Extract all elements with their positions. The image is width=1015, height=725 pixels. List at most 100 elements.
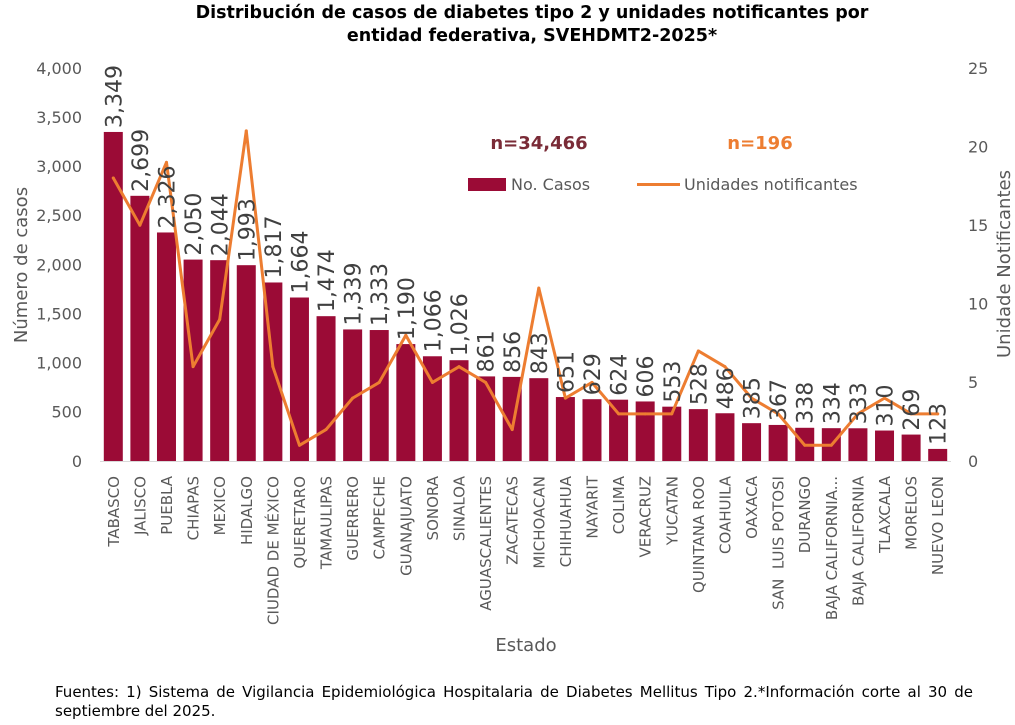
y-axis-title-right: Unidade Notificantes [994, 170, 1015, 358]
bar-guanajuato [396, 344, 416, 461]
x-tick-label: GUANAJUATO [397, 476, 415, 576]
bar-value-label: 310 [874, 385, 899, 427]
y-tick-label-right: 25 [968, 59, 988, 78]
bar-value-label: 1,066 [421, 289, 446, 352]
legend-label-casos: No. Casos [511, 175, 590, 194]
bar-value-label: 1,333 [368, 263, 393, 326]
bar-nayarit [582, 399, 602, 461]
chart-title-line-1: Distribución de casos de diabetes tipo 2… [196, 3, 869, 23]
x-tick-label: SINALOA [451, 475, 469, 541]
bar-value-label: 624 [608, 354, 633, 396]
chart-title-line-2: entidad federativa, SVEHDMT2-2025* [347, 26, 717, 46]
y-tick-label-right: 20 [968, 137, 988, 156]
bar-morelos [901, 434, 921, 461]
unidades-point-colima [617, 412, 621, 416]
x-tick-label: SONORA [424, 475, 442, 540]
bar-campeche [369, 330, 389, 461]
bar-value-label: 843 [528, 332, 553, 374]
bar-aguascalientes [476, 376, 496, 461]
bar-oaxaca [742, 423, 762, 461]
bar-guerrero [343, 329, 363, 461]
x-tick-label: TABASCO [105, 476, 123, 548]
y-tick-label-left: 500 [51, 403, 82, 422]
bar-michoacan [529, 378, 549, 461]
unidades-point-puebla [164, 160, 168, 164]
source-footnote: Fuentes: 1) Sistema de Vigilancia Epidem… [55, 683, 973, 720]
bar-value-label: 385 [741, 377, 766, 419]
chart-title: Distribución de casos de diabetes tipo 2… [196, 3, 869, 46]
legend-label-unidades: Unidades notificantes [684, 175, 858, 194]
unidades-point-campeche [377, 380, 381, 384]
bar-coahuila [715, 413, 735, 461]
bar-tlaxcala [875, 430, 895, 461]
bar-hidalgo [236, 265, 256, 461]
bar-value-label: 2,050 [182, 193, 207, 256]
bar-value-label: 269 [900, 389, 925, 431]
unidades-point-chihuahua [563, 396, 567, 400]
bar-value-label: 334 [820, 382, 845, 424]
x-tick-label: MICHOACAN [530, 476, 548, 569]
legend: No. Casos Unidades notificantes [468, 175, 858, 194]
bar-value-label: 367 [767, 379, 792, 421]
unidades-point-guerrero [351, 396, 355, 400]
y-tick-label-left: 1,000 [36, 354, 82, 373]
bar-jalisco [130, 195, 150, 461]
bar-value-label: 553 [661, 361, 686, 403]
y-tick-label-left: 3,000 [36, 157, 82, 176]
unidades-point-veracruz [643, 412, 647, 416]
unidades-point-aguascalientes [484, 380, 488, 384]
bar-queretaro [289, 297, 309, 461]
unidades-point-quintana-roo [696, 349, 700, 353]
bar-chihuahua [555, 397, 575, 461]
unidades-point-zacatecas [510, 428, 514, 432]
unidades-point-tamaulipas [324, 428, 328, 432]
annotation-total-casos: n=34,466 [490, 133, 587, 154]
y-tick-label-left: 3,500 [36, 108, 82, 127]
bar-nuevo-leon [928, 448, 948, 461]
bar-veracruz [635, 401, 655, 461]
bar-value-label: 333 [847, 382, 872, 424]
x-tick-label: COLIMA [610, 475, 628, 534]
y-tick-label-right: 5 [968, 373, 978, 392]
bar-value-label: 3,349 [102, 65, 127, 128]
unidades-point-coahuila [723, 365, 727, 369]
unidades-point-jalisco [138, 223, 142, 227]
unidades-point-michoacan [537, 286, 541, 290]
x-tick-label: MEXICO [211, 476, 229, 535]
bar-san-luis-potosi [768, 424, 788, 461]
y-tick-label-left: 2,000 [36, 255, 82, 274]
unidades-point-baja-california [856, 412, 860, 416]
bar-value-label: 1,817 [262, 215, 287, 278]
y-tick-label-right: 0 [968, 452, 978, 471]
x-tick-label: AGUASCALIENTES [477, 476, 495, 611]
unidades-point-nuevo-leon [936, 412, 940, 416]
x-axis-title: Estado [495, 635, 556, 656]
bar-value-label: 856 [501, 331, 526, 373]
y-tick-label-right: 10 [968, 295, 988, 314]
bar-value-label: 1,993 [235, 198, 260, 261]
bar-value-label: 1,026 [448, 293, 473, 356]
bar-value-label: 486 [714, 367, 739, 409]
x-tick-label: HIDALGO [238, 476, 256, 545]
x-tick-label: BAJA CALIFORNIA... [823, 476, 841, 620]
bar-mexico [210, 260, 230, 461]
unidades-point-guanajuato [404, 333, 408, 337]
unidades-point-tlaxcala [883, 396, 887, 400]
bar-value-label: 1,339 [342, 262, 367, 325]
bar-yucatan [662, 406, 682, 461]
x-tick-label: CIUDAD DE MÉXICO [263, 476, 282, 625]
y-tick-label-left: 4,000 [36, 59, 82, 78]
bar-colima [609, 399, 629, 461]
bar-value-label: 651 [554, 351, 579, 393]
y-axis-title-left: Número de casos [11, 187, 32, 343]
unidades-point-hidalgo [244, 129, 248, 133]
unidades-point-nayarit [590, 380, 594, 384]
bar-sinaloa [449, 360, 469, 461]
bar-value-label: 2,699 [129, 129, 154, 192]
unidades-point-morelos [909, 412, 913, 416]
unidades-point-sinaloa [457, 365, 461, 369]
x-tick-label: MORELOS [903, 476, 921, 550]
legend-swatch-casos [468, 178, 506, 191]
bar-baja-california [848, 428, 868, 461]
x-tick-label: GUERRERO [344, 476, 362, 561]
